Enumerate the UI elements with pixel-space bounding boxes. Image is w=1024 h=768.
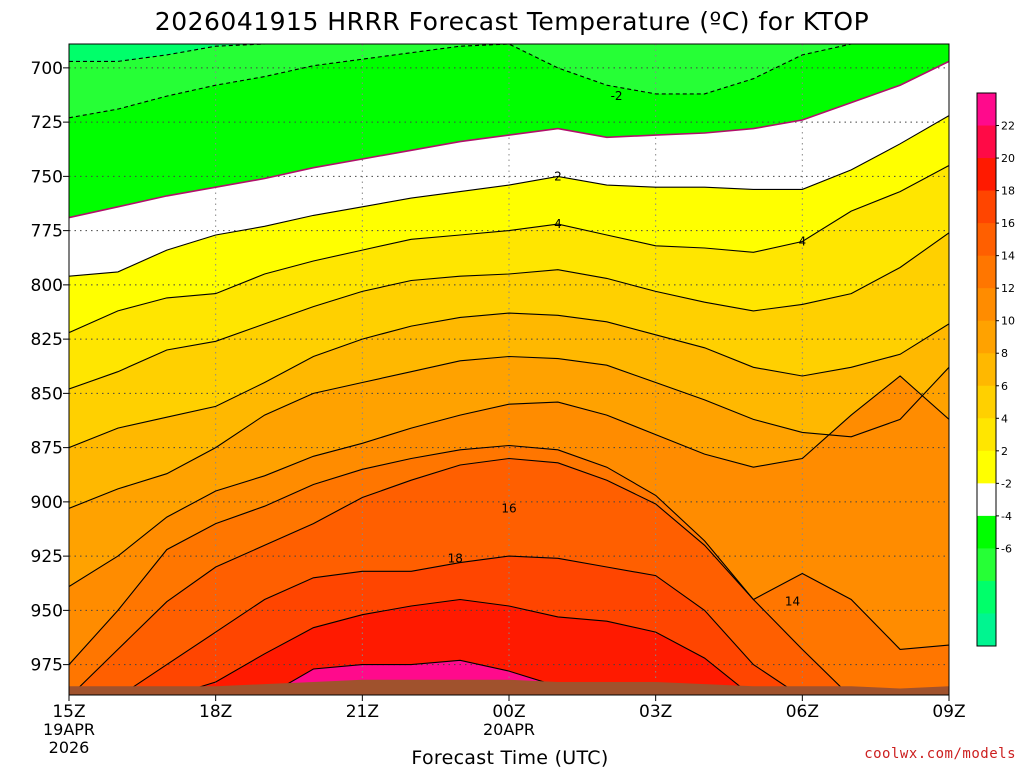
colorbar-swatch [977,190,996,224]
contour-label: 2 [554,169,562,183]
colorbar-swatch [977,548,996,582]
x-date-label: 2026 [49,738,90,757]
contour-label: 16 [501,501,516,515]
colorbar-label: 14 [1001,250,1015,263]
contour-label: -2 [611,89,623,103]
colorbar-label: 12 [1001,282,1015,295]
contour-label: 14 [785,595,800,609]
site-credit: coolwx.com/models [864,746,1016,762]
colorbar-swatch [977,255,996,289]
colorbar-swatch [977,515,996,549]
y-tick-label: 975 [31,656,63,676]
colorbar-swatch [977,125,996,159]
colorbar-label: 10 [1001,315,1015,328]
isotherm--4 [69,44,949,62]
y-tick-label: 725 [31,113,63,133]
y-tick-label: 800 [31,276,63,296]
colorbar-swatch [977,483,996,517]
colorbar-label: 18 [1001,185,1015,198]
y-tick-label: 750 [31,167,63,187]
contour-label: 4 [554,217,562,231]
colorbar-swatch [977,450,996,484]
isotherm-8 [69,312,949,449]
isotherm-0 [69,60,949,219]
isotherm-18 [120,555,800,695]
x-axis-title: Forecast Time (UTC) [411,747,608,768]
contour-label: 4 [799,234,807,248]
ground-fill [69,679,949,695]
isotherm-22 [267,659,600,695]
chart-title: 2026041915 HRRR Forecast Temperature (ºC… [155,7,869,36]
isotherm-6 [69,232,949,390]
isotherm-14 [69,444,949,665]
x-tick-label: 03Z [639,702,672,722]
colorbar-swatch [977,353,996,387]
y-tick-label: 900 [31,493,63,513]
colorbar-swatch [977,158,996,192]
isotherm-20 [172,598,752,695]
y-tick-label: 875 [31,439,63,459]
x-date-label: 19APR [43,720,95,739]
isotherm-10 [69,355,949,509]
y-axis: 700 725 750 775 800 825 850 875 900 925 950 975 [31,59,69,676]
colorbar: 22 20 18 16 14 12 10 8 6 4 2 -2 -4 -6 [976,92,1015,647]
colorbar-swatch [977,613,996,647]
colorbar-swatch [977,223,996,257]
y-tick-label: 925 [31,547,63,567]
ground-surface [69,679,949,695]
colorbar-frame [976,92,997,647]
x-tick-label: 09Z [932,702,965,722]
y-tick-label: 775 [31,222,63,242]
x-tick-label: 21Z [346,702,379,722]
contour-label: 18 [448,551,463,565]
colorbar-swatch [977,288,996,322]
colorbar-label: 20 [1001,152,1015,165]
colorbar-label: 6 [1001,380,1008,393]
y-tick-label: 950 [31,601,63,621]
isotherm-12 [69,375,949,587]
colorbar-label: 8 [1001,347,1008,360]
x-tick-label: 15Z [52,702,85,722]
colorbar-label: -4 [1001,510,1012,523]
colorbar-swatch [977,320,996,354]
colorbar-label: 16 [1001,217,1015,230]
colorbar-swatch [977,418,996,452]
colorbar-label: -2 [1001,477,1012,490]
isotherm-4 [69,165,949,334]
isotherm--2 [69,44,949,119]
temperature-fills [69,44,949,695]
x-tick-label: 18Z [199,702,232,722]
colorbar-label: 4 [1001,412,1008,425]
colorbar-label: 2 [1001,445,1008,458]
x-date-label: 20APR [483,720,535,739]
y-tick-label: 700 [31,59,63,79]
isotherm-16 [70,457,850,695]
colorbar-label: 22 [1001,120,1015,133]
contour-labels: -2 2 4 4 16 18 14 [448,89,807,609]
colorbar-swatch [977,93,996,127]
y-tick-label: 850 [31,384,63,404]
x-tick-label: 06Z [786,702,819,722]
isotherm-2 [69,115,949,277]
y-tick-label: 825 [31,330,63,350]
colorbar-label: -6 [1001,542,1012,555]
colorbar-swatch [977,385,996,419]
isotherm-lines [69,44,949,695]
x-tick-label: 00Z [492,702,525,722]
colorbar-swatch [977,580,996,614]
